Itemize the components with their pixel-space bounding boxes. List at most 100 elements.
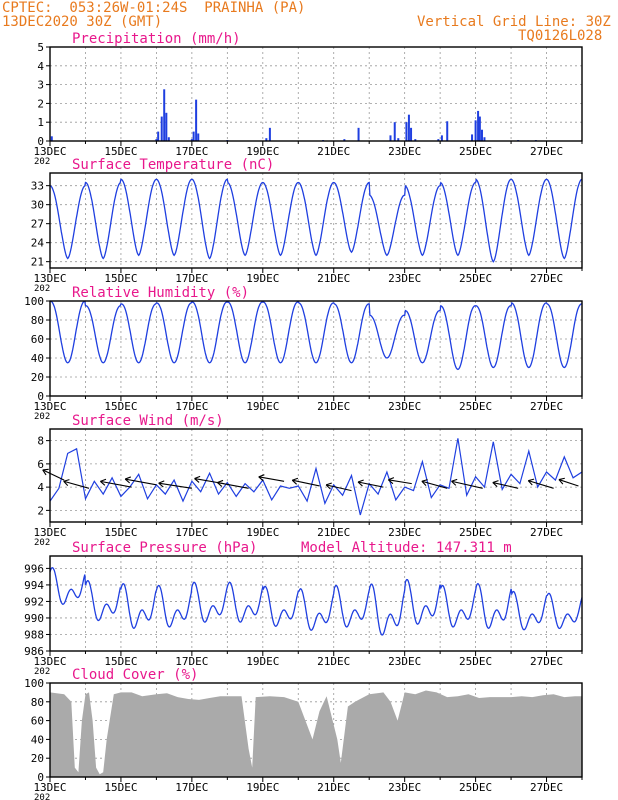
- pressure-x-tick-label: 19DEC: [246, 655, 279, 668]
- temperature-panel: 21 24 27 30 33 13DEC 15DEC 17DEC 19DEC 21DEC 23DEC…: [31, 157, 583, 294]
- precipitation-bar: [477, 110, 480, 141]
- humidity-y-tick-label: 80: [31, 314, 44, 327]
- precipitation-y-tick-label: 1: [37, 116, 44, 129]
- wind-panel: 2 4 6 8 13DEC 15DEC 17DEC 19DEC 21DEC 23DEC 25DEC 2…: [33, 413, 583, 548]
- model-code-label: TQ0126L028: [518, 28, 603, 44]
- wind-arrow-head: [42, 468, 49, 476]
- grid-line-note: Vertical Grid Line: 30Z: [417, 14, 611, 30]
- humidity-y-tick-label: 100: [24, 295, 44, 308]
- pressure-annotation: Model Altitude: 147.311 m: [301, 540, 512, 556]
- precipitation-bar: [268, 127, 271, 141]
- precipitation-bar: [165, 112, 168, 141]
- precipitation-bar: [407, 114, 410, 141]
- pressure-title: Surface Pressure (hPa): [72, 540, 257, 556]
- wind-title: Surface Wind (m/s): [72, 413, 224, 429]
- wind-x-tick-label: 21DEC: [317, 526, 350, 539]
- humidity-title: Relative Humidity (%): [72, 285, 249, 301]
- wind-arrow-head: [492, 480, 499, 488]
- wind-arrow-head: [258, 474, 265, 482]
- run-date-label: 13DEC2020 30Z (GMT): [2, 14, 163, 30]
- wind-y-tick-label: 6: [37, 458, 44, 471]
- humidity-x-tick-label: 19DEC: [246, 400, 279, 413]
- humidity-x-tick-label: 21DEC: [317, 400, 350, 413]
- wind-arrow-head: [124, 476, 131, 484]
- temperature-y-tick-label: 24: [31, 237, 45, 250]
- precipitation-bar: [197, 133, 200, 141]
- temperature-x-tick-label: 15DEC: [104, 272, 137, 285]
- wind-y-tick-label: 8: [37, 435, 44, 448]
- precipitation-bar: [471, 134, 474, 141]
- precipitation-x-tick-label: 13DEC: [33, 145, 66, 158]
- cloud-y-tick-label: 80: [31, 696, 44, 709]
- wind-arrow-head: [325, 482, 332, 490]
- precipitation-panel: 0 1 2 3 4 5 13DEC 15DEC 17DEC 19DEC 21DEC 23DEC 25DE…: [33, 31, 583, 167]
- precipitation-frame: [49, 46, 583, 142]
- cloud-x-tick-label: 21DEC: [317, 781, 350, 794]
- temperature-series-line: [49, 178, 583, 263]
- pressure-y-tick-label: 992: [24, 595, 44, 608]
- temperature-x-tick-label: 17DEC: [175, 272, 208, 285]
- wind-arrow-head: [421, 479, 428, 486]
- wind-arrow: [63, 480, 90, 489]
- pressure-x-tick-label: 23DEC: [388, 655, 421, 668]
- cloud-x-tick-label: 15DEC: [104, 781, 137, 794]
- pressure-frame: [49, 555, 583, 652]
- pressure-panel: 986 988 990 992 994 996 13DEC 15DEC 17DEC 19DEC 21…: [24, 540, 583, 677]
- cloud-y-tick-label: 60: [31, 715, 44, 728]
- precipitation-bar: [393, 122, 396, 141]
- pressure-x-year-fragment: 202: [34, 667, 50, 677]
- wind-x-tick-label: 13DEC: [33, 526, 66, 539]
- precipitation-bar: [343, 139, 346, 141]
- precipitation-bar: [437, 139, 440, 141]
- precipitation-bar: [192, 131, 195, 141]
- wind-x-year-fragment: 202: [34, 538, 50, 548]
- precipitation-bar: [483, 137, 486, 141]
- humidity-y-tick-label: 60: [31, 333, 44, 346]
- precipitation-title: Precipitation (mm/h): [72, 31, 241, 47]
- precipitation-bar: [397, 138, 400, 141]
- wind-arrow: [217, 481, 249, 489]
- wind-arrow: [42, 469, 65, 481]
- pressure-x-tick-label: 21DEC: [317, 655, 350, 668]
- precipitation-y-tick-label: 3: [37, 79, 44, 92]
- wind-arrow-head: [527, 478, 535, 486]
- temperature-x-tick-label: 23DEC: [388, 272, 421, 285]
- temperature-x-tick-label: 27DEC: [530, 272, 563, 285]
- cloud-y-tick-label: 20: [31, 752, 44, 765]
- temperature-x-tick-label: 21DEC: [317, 272, 350, 285]
- wind-arrow: [421, 480, 448, 489]
- precipitation-bar: [190, 139, 193, 141]
- cloud-x-tick-label: 23DEC: [388, 781, 421, 794]
- wind-arrow: [528, 480, 554, 489]
- pressure-y-tick-label: 996: [24, 562, 44, 575]
- temperature-x-tick-label: 19DEC: [246, 272, 279, 285]
- precipitation-x-tick-label: 19DEC: [246, 145, 279, 158]
- wind-x-tick-label: 19DEC: [246, 526, 279, 539]
- humidity-x-tick-label: 25DEC: [459, 400, 492, 413]
- humidity-frame: [49, 300, 583, 397]
- pressure-y-tick-label: 990: [24, 612, 44, 625]
- wind-arrow: [388, 479, 412, 485]
- wind-arrow: [158, 482, 192, 489]
- station-header: CPTEC: 053:26W-01:24S PRAINHA (PA): [2, 0, 306, 16]
- wind-arrow: [258, 476, 285, 482]
- cloud-title: Cloud Cover (%): [72, 667, 198, 683]
- precipitation-bar: [163, 89, 166, 141]
- precipitation-bar: [480, 129, 483, 141]
- cloud-y-tick-label: 100: [24, 677, 44, 690]
- wind-y-tick-label: 4: [37, 481, 44, 494]
- temperature-x-year-fragment: 202: [34, 284, 50, 294]
- wind-arrow: [492, 481, 519, 489]
- wind-arrow: [357, 481, 384, 488]
- humidity-panel: 0 20 40 60 80 100 13DEC 15DEC 17DEC 19DEC 21DEC 23D…: [24, 285, 583, 422]
- precipitation-bar: [478, 116, 481, 141]
- wind-x-tick-label: 23DEC: [388, 526, 421, 539]
- humidity-series-line: [49, 300, 582, 371]
- cloud-panel: 0 20 40 60 80 100 13DEC 15DEC 17DEC 19DEC 21DEC 23D…: [24, 667, 583, 800]
- wind-arrow: [100, 480, 132, 488]
- humidity-x-year-fragment: 202: [34, 412, 50, 422]
- precipitation-bar: [357, 127, 360, 141]
- precipitation-bar: [389, 135, 392, 141]
- humidity-x-tick-label: 23DEC: [388, 400, 421, 413]
